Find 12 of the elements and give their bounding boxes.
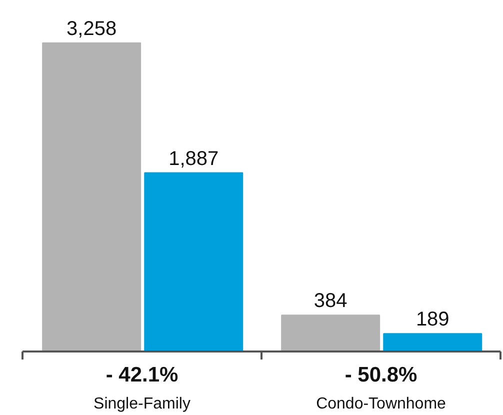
- bar: [42, 42, 142, 352]
- data-label: 384: [314, 290, 348, 312]
- data-label: 189: [416, 308, 450, 331]
- x-tick-label: Condo-Townhome: [316, 396, 446, 412]
- text: - 50.8%: [344, 364, 418, 386]
- bar: [144, 172, 244, 352]
- bar: [383, 333, 482, 352]
- data-label: 3,258: [66, 18, 117, 40]
- x-tick-label: Single-Family: [94, 396, 190, 412]
- bar: [281, 314, 380, 352]
- text: - 42.1%: [106, 364, 179, 386]
- data-label: 1,887: [168, 148, 219, 170]
